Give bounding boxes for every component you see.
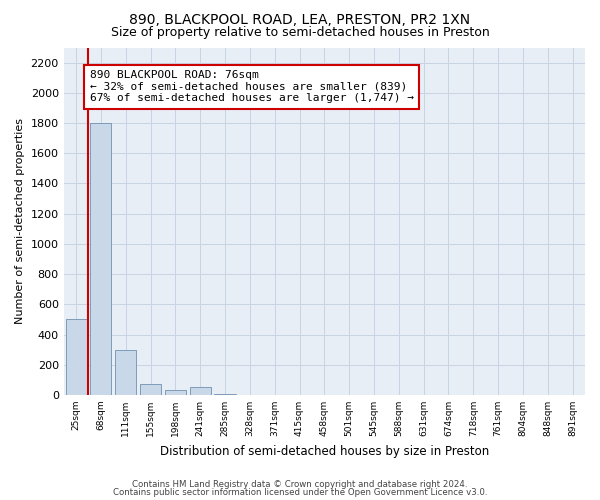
Text: Contains HM Land Registry data © Crown copyright and database right 2024.: Contains HM Land Registry data © Crown c… (132, 480, 468, 489)
Bar (214, 394, 236, 395)
Y-axis label: Number of semi-detached properties: Number of semi-detached properties (15, 118, 25, 324)
Bar (65, 320, 86, 395)
Text: 890, BLACKPOOL ROAD, LEA, PRESTON, PR2 1XN: 890, BLACKPOOL ROAD, LEA, PRESTON, PR2 1… (130, 12, 470, 26)
Text: 890 BLACKPOOL ROAD: 76sqm
← 32% of semi-detached houses are smaller (839)
67% of: 890 BLACKPOOL ROAD: 76sqm ← 32% of semi-… (90, 70, 414, 103)
Bar (91, 123, 112, 395)
Bar (190, 386, 211, 395)
Text: Contains public sector information licensed under the Open Government Licence v3: Contains public sector information licen… (113, 488, 487, 497)
Text: Size of property relative to semi-detached houses in Preston: Size of property relative to semi-detach… (110, 26, 490, 39)
Bar (140, 384, 161, 395)
Bar (165, 390, 186, 395)
X-axis label: Distribution of semi-detached houses by size in Preston: Distribution of semi-detached houses by … (160, 444, 489, 458)
Bar (115, 350, 136, 395)
